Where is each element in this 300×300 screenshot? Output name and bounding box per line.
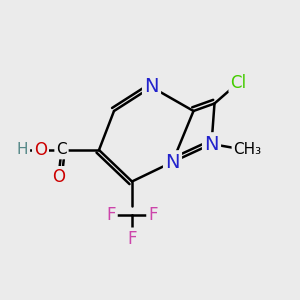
Text: Cl: Cl [230,74,247,92]
Text: N: N [144,77,159,97]
Text: C: C [56,142,67,158]
Text: O: O [52,168,65,186]
Text: CH₃: CH₃ [233,142,262,158]
Text: F: F [106,206,116,224]
Text: N: N [204,134,219,154]
Text: N: N [165,152,180,172]
Text: H: H [17,142,28,158]
Text: F: F [148,206,158,224]
Text: F: F [127,230,137,247]
Text: O: O [34,141,47,159]
